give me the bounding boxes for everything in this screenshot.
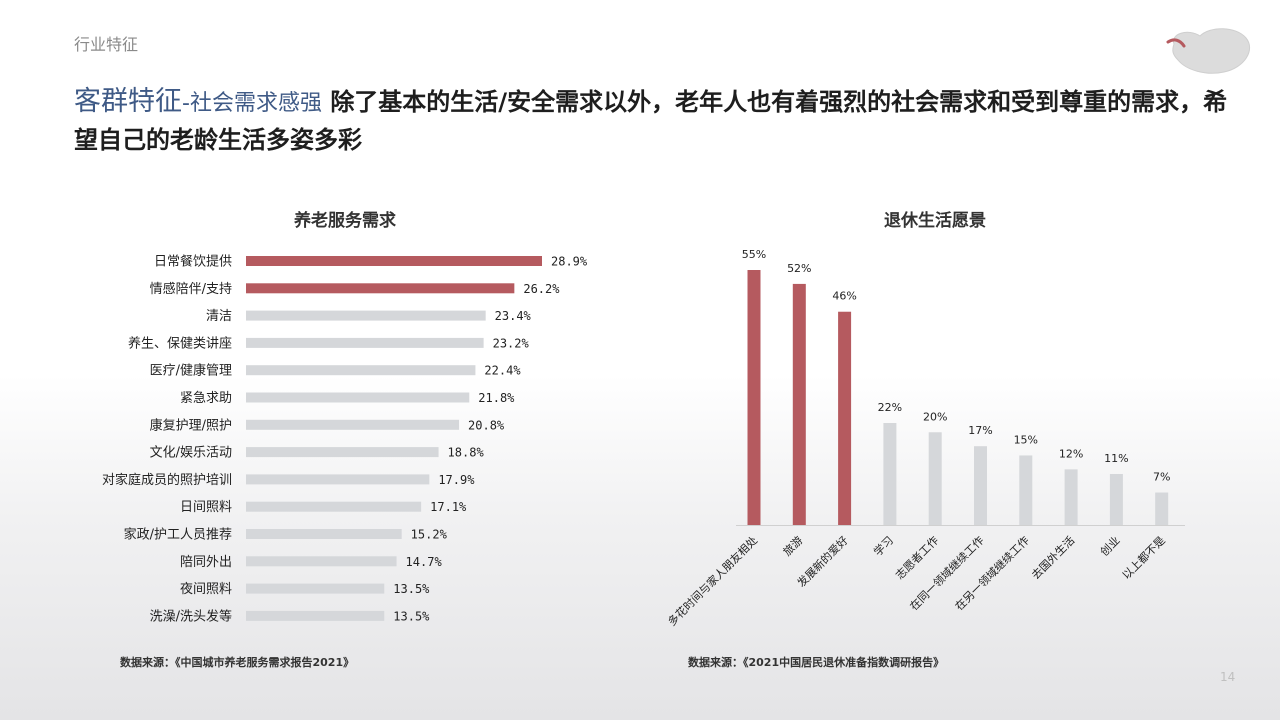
column: [1064, 469, 1078, 525]
bar-value-label: 28.9%: [551, 255, 588, 269]
column-value-label: 15%: [1014, 433, 1038, 446]
bar-category-label: 陪同外出: [180, 555, 232, 570]
bar-value-label: 20.8%: [468, 418, 505, 432]
column-category-label: 多花时间与家人朋友相处: [665, 533, 760, 628]
bar-category-label: 康复护理/照护: [150, 417, 232, 433]
column-value-label: 46%: [832, 290, 856, 303]
column: [974, 446, 987, 525]
column-category-label: 创业: [1098, 534, 1123, 559]
column: [1019, 455, 1033, 525]
bar-category-label: 洗澡/洗头发等: [150, 608, 232, 624]
bar-category-label: 日间照料: [180, 500, 232, 515]
section-label: 行业特征: [74, 35, 139, 54]
column-value-label: 17%: [968, 424, 992, 437]
bar-value-label: 21.8%: [478, 391, 515, 405]
bar-value-label: 17.9%: [438, 473, 475, 487]
headline: 客群特征-社会需求感强 除了基本的生活/安全需求以外，老年人也有着强烈的社会需求…: [74, 84, 1234, 158]
column-category-label: 旅游: [780, 533, 805, 558]
bar: [246, 256, 542, 266]
bar-value-label: 18.8%: [448, 446, 485, 460]
column-value-label: 22%: [878, 401, 902, 414]
bar: [246, 392, 470, 403]
bar: [246, 529, 402, 539]
bar-value-label: 23.2%: [493, 336, 530, 350]
bar-value-label: 17.1%: [430, 500, 467, 514]
bar-category-label: 清洁: [206, 309, 232, 324]
column-value-label: 20%: [923, 410, 947, 423]
column: [792, 283, 806, 525]
service-demand-bar-chart: 日常餐饮提供 28.9% 情感陪伴/支持 26.2% 清洁 23.4% 养生、保健类讲座 23…: [102, 254, 588, 625]
column-value-label: 12%: [1059, 447, 1083, 460]
bar: [246, 310, 486, 321]
bar: [246, 447, 439, 458]
left-chart-title: 养老服务需求: [294, 211, 396, 231]
bar-value-label: 23.4%: [495, 309, 532, 323]
bar: [246, 583, 385, 594]
brand-logo-icon: [1166, 28, 1251, 74]
bar-category-label: 养生、保健类讲座: [128, 335, 232, 351]
bar: [246, 501, 422, 512]
column-category-label: 在同一领域继续工作: [907, 533, 987, 613]
bar-category-label: 家政/护工人员推荐: [124, 527, 232, 543]
bar-value-label: 13.5%: [393, 582, 430, 596]
bar-category-label: 文化/娱乐活动: [150, 446, 232, 461]
column: [1109, 474, 1123, 525]
bar: [246, 419, 460, 430]
column-value-label: 11%: [1104, 452, 1128, 465]
bar-category-label: 紧急求助: [180, 391, 232, 406]
bar: [246, 283, 515, 294]
column-value-label: 52%: [787, 262, 811, 275]
bar: [246, 474, 430, 485]
bar-category-label: 日常餐饮提供: [154, 254, 232, 270]
bar-value-label: 15.2%: [411, 528, 448, 542]
page-number: 14: [1220, 670, 1236, 684]
right-chart-title: 退休生活愿景: [884, 211, 986, 231]
headline-main: 客群特征: [74, 86, 182, 117]
left-data-source: 数据来源：《中国城市养老服务需求报告2021》: [120, 656, 355, 669]
right-data-source: 数据来源：《2021中国居民退休准备指数调研报告》: [688, 656, 945, 669]
bar-value-label: 22.4%: [484, 364, 521, 378]
bar: [246, 556, 397, 567]
bar: [246, 610, 385, 621]
bar-category-label: 对家庭成员的照护培训: [102, 472, 232, 488]
headline-text: 除了基本的生活/安全需求以外，老年人也有着强烈的社会需求和受到尊重的需求，希望自…: [74, 88, 1228, 154]
column: [883, 423, 897, 525]
column-category-label: 志愿者工作: [893, 534, 941, 582]
column-value-label: 7%: [1153, 471, 1170, 484]
column-category-label: 学习: [871, 533, 896, 558]
column: [928, 432, 942, 525]
column: [838, 311, 852, 525]
bar: [246, 365, 476, 376]
bar-value-label: 26.2%: [523, 282, 560, 296]
column-category-label: 以上都不是: [1120, 534, 1168, 582]
bar-value-label: 14.7%: [406, 555, 443, 569]
retirement-vision-column-chart: 55%多花时间与家人朋友相处52%旅游46%发展新的爱好22%学习20%志愿者工…: [665, 248, 1185, 629]
bar: [246, 337, 484, 348]
bar-value-label: 13.5%: [393, 609, 430, 623]
bar-category-label: 医疗/健康管理: [150, 363, 232, 379]
bar-category-label: 夜间照料: [180, 582, 232, 597]
column-value-label: 55%: [742, 248, 766, 261]
column: [747, 270, 761, 525]
column-category-label: 在另一领域继续工作: [952, 533, 1032, 613]
column: [1155, 492, 1169, 525]
bar-category-label: 情感陪伴/支持: [150, 281, 232, 297]
headline-sub: -社会需求感强: [182, 91, 322, 116]
column-category-label: 去国外生活: [1028, 533, 1077, 582]
